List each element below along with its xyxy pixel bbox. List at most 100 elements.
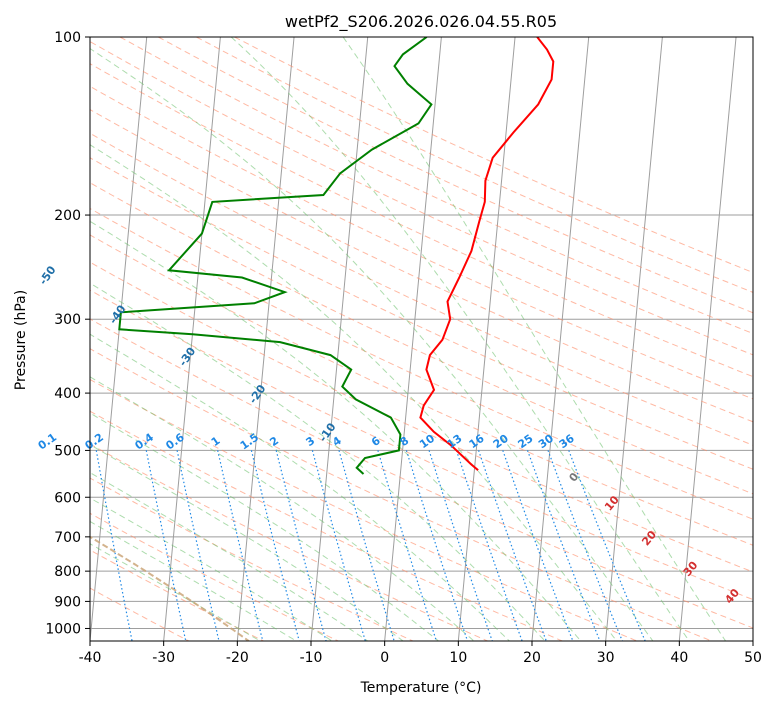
dry-adiabat-line	[90, 318, 753, 629]
moist-adiabat-line	[90, 543, 261, 641]
mixing-ratio-label: 20	[491, 432, 511, 452]
moist-adiabat-line	[90, 144, 618, 641]
y-tick-label: 300	[54, 312, 81, 328]
chart-title: wetPf2_S206.2026.026.04.55.R05	[285, 12, 557, 32]
dry-adiabat-line	[90, 41, 753, 356]
moist-adiabat-label: 40	[722, 586, 742, 606]
moist-adiabat-line	[230, 37, 690, 641]
moist-adiabat-line	[90, 472, 368, 641]
mixing-ratio-line	[478, 450, 547, 641]
mixing-ratio-line	[145, 450, 187, 641]
x-tick-label: -20	[226, 650, 249, 666]
dry-adiabat-line	[90, 587, 190, 641]
moist-adiabat-line	[90, 497, 333, 641]
mixing-ratio-label: 16	[467, 432, 487, 452]
dry-adiabat-line	[90, 512, 339, 641]
moist-adiabat-line	[90, 220, 582, 641]
mixing-ratio-line	[250, 450, 300, 641]
moist-adiabat-line	[90, 333, 510, 641]
temperature-profile-line	[419, 37, 555, 471]
x-axis-label: Temperature (°C)	[360, 680, 482, 696]
isotherm-line	[163, 37, 221, 641]
isotherm-line	[384, 37, 442, 641]
isotherm-label: -20	[246, 382, 268, 406]
dry-adiabat-line	[90, 261, 753, 573]
mixing-ratio-line	[428, 450, 493, 641]
mixing-ratio-label: 0.2	[83, 431, 106, 453]
dry-adiabat-line	[90, 477, 414, 641]
mixing-ratio-label: 10	[417, 432, 437, 452]
x-tick-label: 30	[597, 650, 615, 666]
isotherm-line	[457, 37, 516, 641]
mixing-ratio-label: 2	[267, 434, 281, 449]
axes: -40 -30 -20 -10 0 10 20 30 40 5010020030040050060…	[45, 30, 762, 666]
mixing-ratio-label: 6	[369, 434, 383, 449]
moist-adiabat-line	[342, 37, 727, 641]
isotherm-line	[236, 37, 295, 641]
dry-adiabat-line	[90, 289, 753, 601]
y-tick-label: 100	[54, 30, 81, 46]
isotherm-line	[531, 37, 590, 641]
y-tick-label: 600	[54, 490, 81, 506]
isotherm-line	[752, 635, 753, 641]
isotherm-line	[90, 37, 148, 641]
mixing-ratio-line	[338, 450, 395, 641]
x-tick-label: -40	[79, 650, 102, 666]
mixing-ratio-label: 13	[444, 432, 464, 451]
isotherm-line	[605, 37, 663, 641]
mixing-ratio-line	[526, 450, 601, 641]
mixing-ratio-line	[275, 450, 327, 641]
x-tick-label: 50	[744, 650, 762, 666]
plot-frame	[89, 36, 754, 642]
isotherm-line	[678, 37, 737, 641]
mixing-ratio-line	[455, 450, 523, 641]
y-tick-label: 800	[54, 564, 81, 580]
moist-adiabat-line	[90, 444, 404, 641]
y-tick-label: 500	[54, 443, 81, 459]
moist-adiabat-line	[90, 376, 475, 641]
plot-area	[90, 37, 753, 641]
y-tick-label: 1000	[45, 621, 81, 637]
x-tick-label: 0	[380, 650, 389, 666]
x-tick-label: -30	[152, 650, 175, 666]
dewpoint-profile-line	[118, 37, 433, 475]
moist-adiabat-line	[90, 412, 439, 641]
mixing-ratio-label: 25	[516, 432, 536, 451]
mixing-ratio-label: 1.5	[238, 431, 261, 453]
plot-overlay: 0.10.20.40.611.52346810131620253036-100-…	[36, 263, 743, 606]
dry-adiabat-line	[196, 37, 753, 293]
isotherm-label: -50	[37, 263, 59, 287]
moist-adiabat-line	[90, 282, 546, 641]
mixing-ratio-label: 1	[209, 434, 223, 449]
mixing-ratio-line	[547, 450, 623, 641]
mixing-ratio-label: 30	[536, 432, 556, 452]
mixing-ratio-label: 36	[557, 432, 577, 452]
y-tick-label: 900	[54, 594, 81, 610]
isotherm-label: -40	[107, 302, 129, 326]
y-tick-label: 700	[54, 530, 81, 546]
mixing-ratio-line	[568, 450, 646, 641]
mixing-ratio-line	[176, 450, 220, 641]
dry-adiabat-line	[90, 443, 488, 641]
dry-adiabat-line	[90, 378, 638, 641]
moist-adiabat-line	[90, 47, 654, 641]
y-tick-label: 200	[54, 208, 81, 224]
dry-adiabat-line	[158, 37, 753, 314]
x-tick-label: 20	[523, 650, 541, 666]
dry-adiabat-line	[90, 348, 712, 641]
y-tick-label: 400	[54, 386, 81, 402]
mixing-ratio-line	[311, 450, 366, 641]
dry-adiabat-line	[90, 85, 753, 400]
moist-adiabat-label: 20	[639, 528, 659, 548]
mixing-ratio-label: 0.4	[133, 430, 157, 452]
mixing-ratio-line	[217, 450, 264, 641]
mixing-ratio-line	[377, 450, 437, 641]
mixing-ratio-line	[95, 450, 133, 641]
dry-adiabat-line	[90, 410, 563, 641]
moist-adiabat-label: 30	[681, 559, 701, 579]
special-adiabat-line	[90, 535, 250, 641]
mixing-ratio-line	[405, 450, 469, 641]
dry-adiabat-line	[90, 549, 264, 641]
x-tick-label: -10	[300, 650, 323, 666]
